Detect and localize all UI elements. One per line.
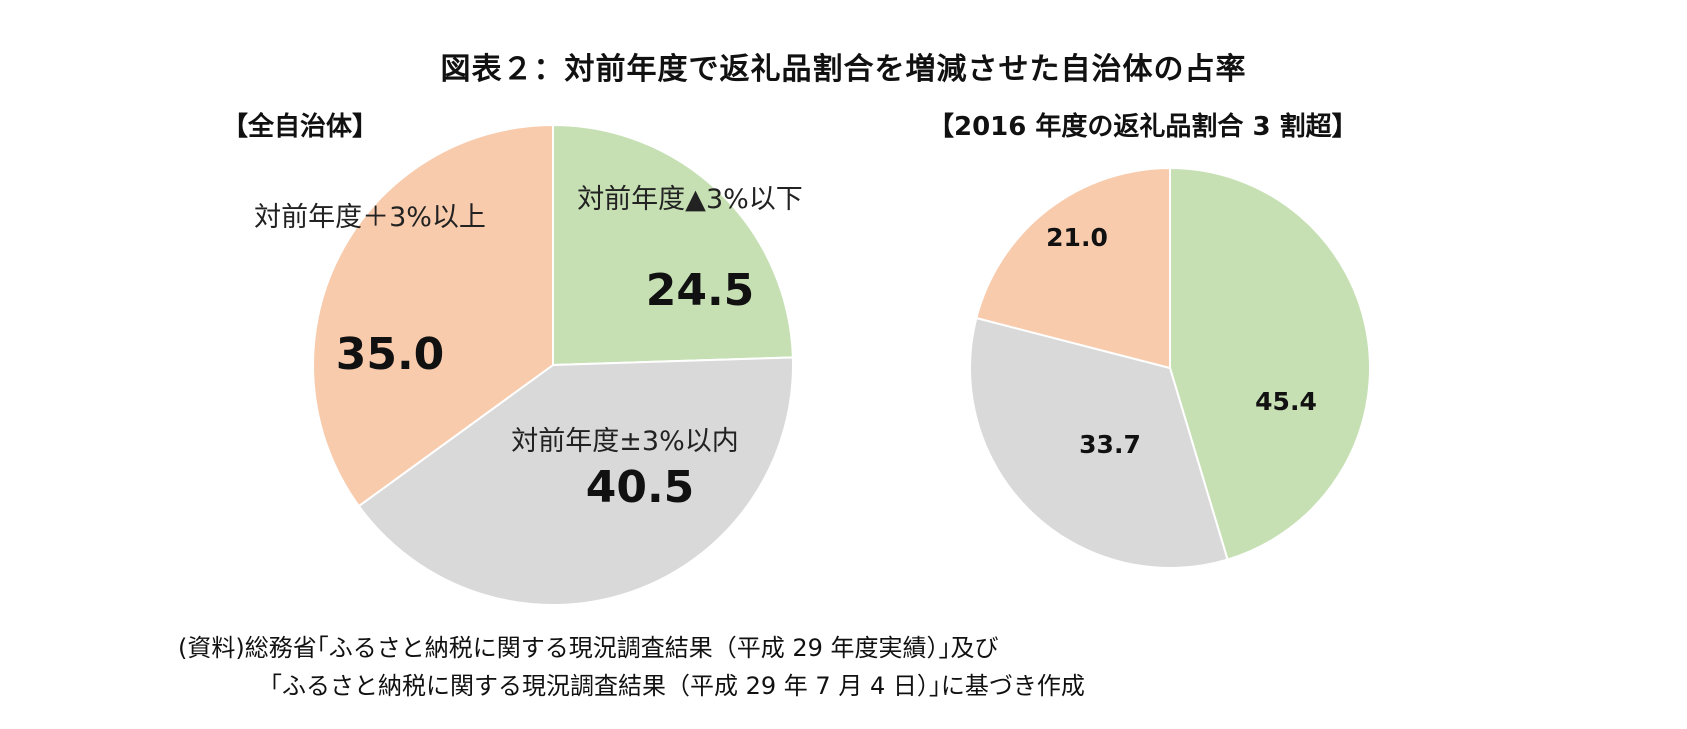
chart-title: 図表２：対前年度で返礼品割合を増減させた自治体の占率	[440, 52, 1247, 87]
left-pie-title: 【全自治体】	[222, 112, 379, 142]
pie-slice	[552, 123, 794, 367]
slice-value-label: 33.7	[1079, 430, 1141, 459]
slice-value-label: 35.0	[336, 329, 445, 380]
pie-all-municipalities: 24.5 対前年度▲3%以下 40.5 対前年度±3%以内 35.0 対前年度＋3%以上	[254, 123, 803, 606]
source-note-line2: ｢ふるさと納税に関する現況調査結果（平成 29 年 7 月 4 日）｣に基づき作…	[270, 672, 1085, 700]
pie-high-ratio-municipalities: 45.4 33.7 21.0	[969, 166, 1371, 569]
slice-category-label: 対前年度±3%以内	[511, 426, 738, 457]
slice-value-label: 45.4	[1255, 387, 1317, 416]
pie-slice	[357, 356, 794, 606]
right-pie-title: 【2016 年度の返礼品割合 3 割超】	[928, 112, 1358, 142]
slice-value-label: 40.5	[586, 462, 695, 513]
slice-category-label: 対前年度＋3%以上	[254, 202, 486, 233]
slice-value-label: 24.5	[646, 265, 755, 316]
pie-slice	[1169, 166, 1371, 561]
pie-slice	[969, 316, 1229, 569]
slice-value-label: 21.0	[1046, 223, 1108, 252]
slice-category-label: 対前年度▲3%以下	[577, 184, 803, 215]
pie-slice	[312, 123, 554, 508]
pie-slice	[975, 166, 1171, 370]
source-note-line1: (資料)総務省｢ふるさと納税に関する現況調査結果（平成 29 年度実績）｣及び	[178, 634, 999, 662]
